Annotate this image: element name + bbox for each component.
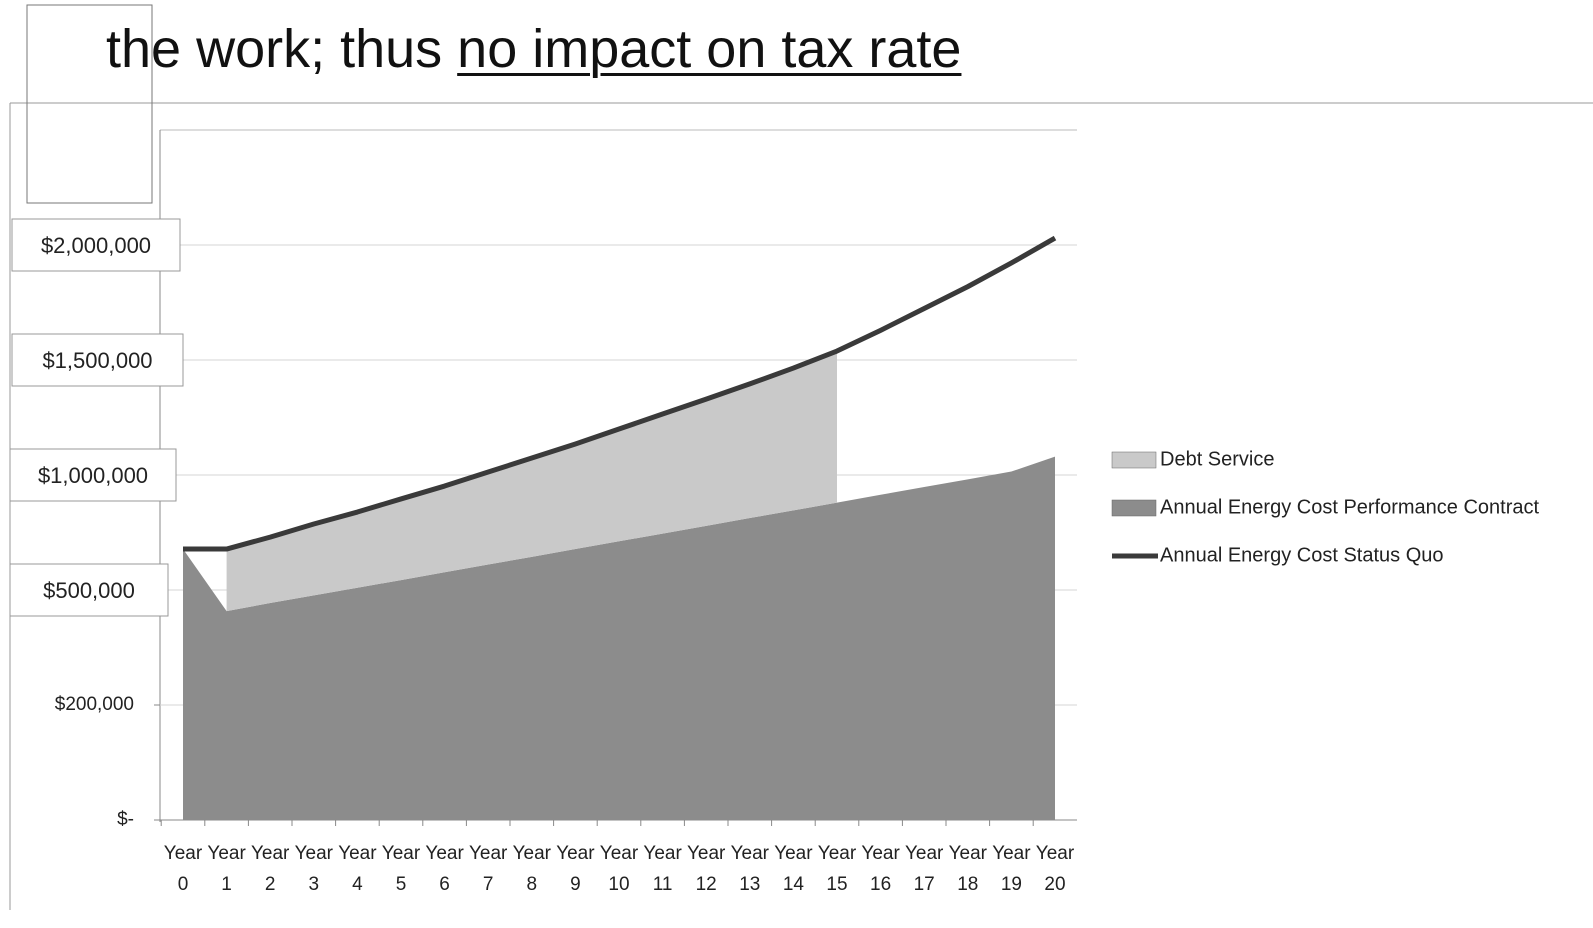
x-tick-label: Year 9 [556,843,595,895]
x-tick-label: Year 11 [643,843,682,895]
x-tick-label: Year 6 [425,843,464,895]
x-tick-label: Year 12 [686,843,726,895]
legend-label: Annual Energy Cost Performance Contract [1160,496,1540,518]
y-tick-label: $2,000,000 [41,233,151,258]
y-tick-label: $500,000 [43,578,135,603]
blank-box [26,4,153,204]
label-box [11,333,184,387]
x-tick-label: Year 4 [338,843,377,895]
x-tick-label: Year 17 [904,843,944,895]
legend-swatch [1111,451,1157,469]
y-tick-label: $1,000,000 [38,463,148,488]
y-tick-label: $- [117,809,134,830]
x-tick-label: Year 18 [948,843,987,895]
y-tick-label: $1,500,000 [42,348,152,373]
x-tick-label: Year 13 [730,843,769,895]
x-tick-label: Year 15 [817,843,857,895]
area [183,456,1055,820]
x-tick-label: Year 20 [1035,843,1075,895]
x-tick-label: Year 0 [163,843,203,895]
heading: the work; thus no impact on tax rate [106,18,961,80]
legend-label: Debt Service [1160,448,1275,470]
x-tick-label: Year 3 [294,843,333,895]
x-tick-label: Year 16 [861,843,900,895]
x-tick-label: Year 10 [599,843,639,895]
heading-text: the work; thus [106,19,443,79]
x-tick-label: Year 8 [512,843,551,895]
legend-label: Annual Energy Cost Status Quo [1160,544,1444,566]
x-tick-label: Year 1 [207,843,246,895]
x-tick-label: Year 19 [992,843,1031,895]
y-tick-label: $200,000 [55,694,134,715]
label-box [11,218,181,272]
x-tick-label: Year 5 [381,843,421,895]
label-box [9,563,169,617]
heading-underlined: no impact on tax rate [457,19,962,79]
label-box [9,448,177,502]
x-tick-label: Year 7 [468,843,508,895]
line [183,235,1057,552]
x-tick-label: Year 2 [250,843,290,895]
x-tick-label: Year 14 [774,843,813,895]
legend-swatch [1111,499,1157,517]
area [226,351,838,612]
